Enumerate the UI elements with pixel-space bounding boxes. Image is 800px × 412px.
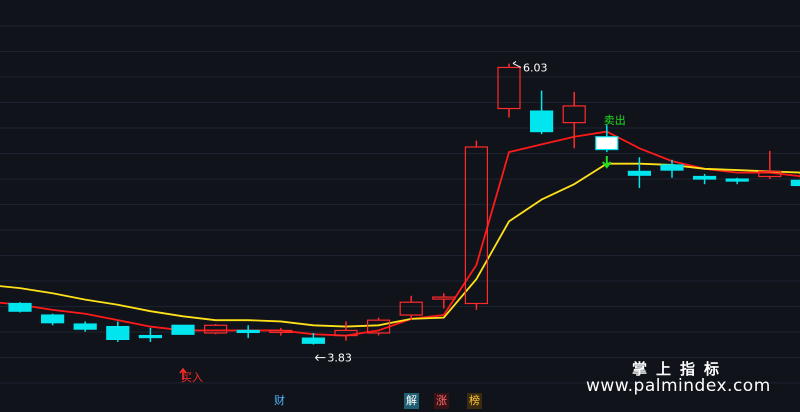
candle-body	[399, 301, 423, 316]
ranking-badge[interactable]: 榜	[467, 393, 482, 409]
candle-body	[529, 110, 554, 133]
candle-body	[725, 178, 749, 182]
watermark-url: www.palmindex.com	[586, 376, 771, 396]
candle-body	[432, 296, 456, 300]
candle-body	[73, 323, 97, 330]
candle-body	[660, 164, 684, 171]
limit-up-badge[interactable]: 涨	[434, 393, 449, 409]
candle-body	[236, 329, 260, 334]
candle-body	[692, 175, 717, 180]
candle-body	[269, 329, 293, 334]
high-price-label: 6.03	[523, 61, 548, 74]
buy-arrow-icon	[179, 367, 187, 380]
candle-body	[758, 170, 782, 178]
unlock-badge[interactable]: 解	[404, 393, 419, 409]
watermark-title: 掌上指标	[632, 360, 729, 378]
sell-signal-label: 卖出	[604, 113, 626, 127]
candle-body	[627, 170, 652, 176]
low-price-label: 3.83	[327, 352, 352, 365]
candle-body	[497, 66, 521, 110]
candle-body	[562, 105, 586, 124]
candle-body	[334, 329, 358, 337]
candle-body	[106, 325, 130, 341]
sell-arrow-icon	[602, 156, 612, 169]
candle-body	[367, 319, 391, 334]
high-arrow-icon	[512, 61, 522, 68]
candle-body	[138, 334, 162, 339]
candle-body	[301, 337, 325, 344]
buy-signal-label: 买入	[181, 371, 203, 384]
candle-body	[40, 314, 65, 324]
candle-body	[595, 136, 619, 151]
candle-body	[790, 179, 800, 187]
candle-body	[204, 324, 228, 334]
candle-body	[171, 324, 195, 335]
candle-body	[8, 302, 32, 312]
finance-badge[interactable]: 财	[274, 394, 285, 407]
candle-body	[464, 146, 488, 305]
low-arrow-icon	[315, 354, 326, 362]
